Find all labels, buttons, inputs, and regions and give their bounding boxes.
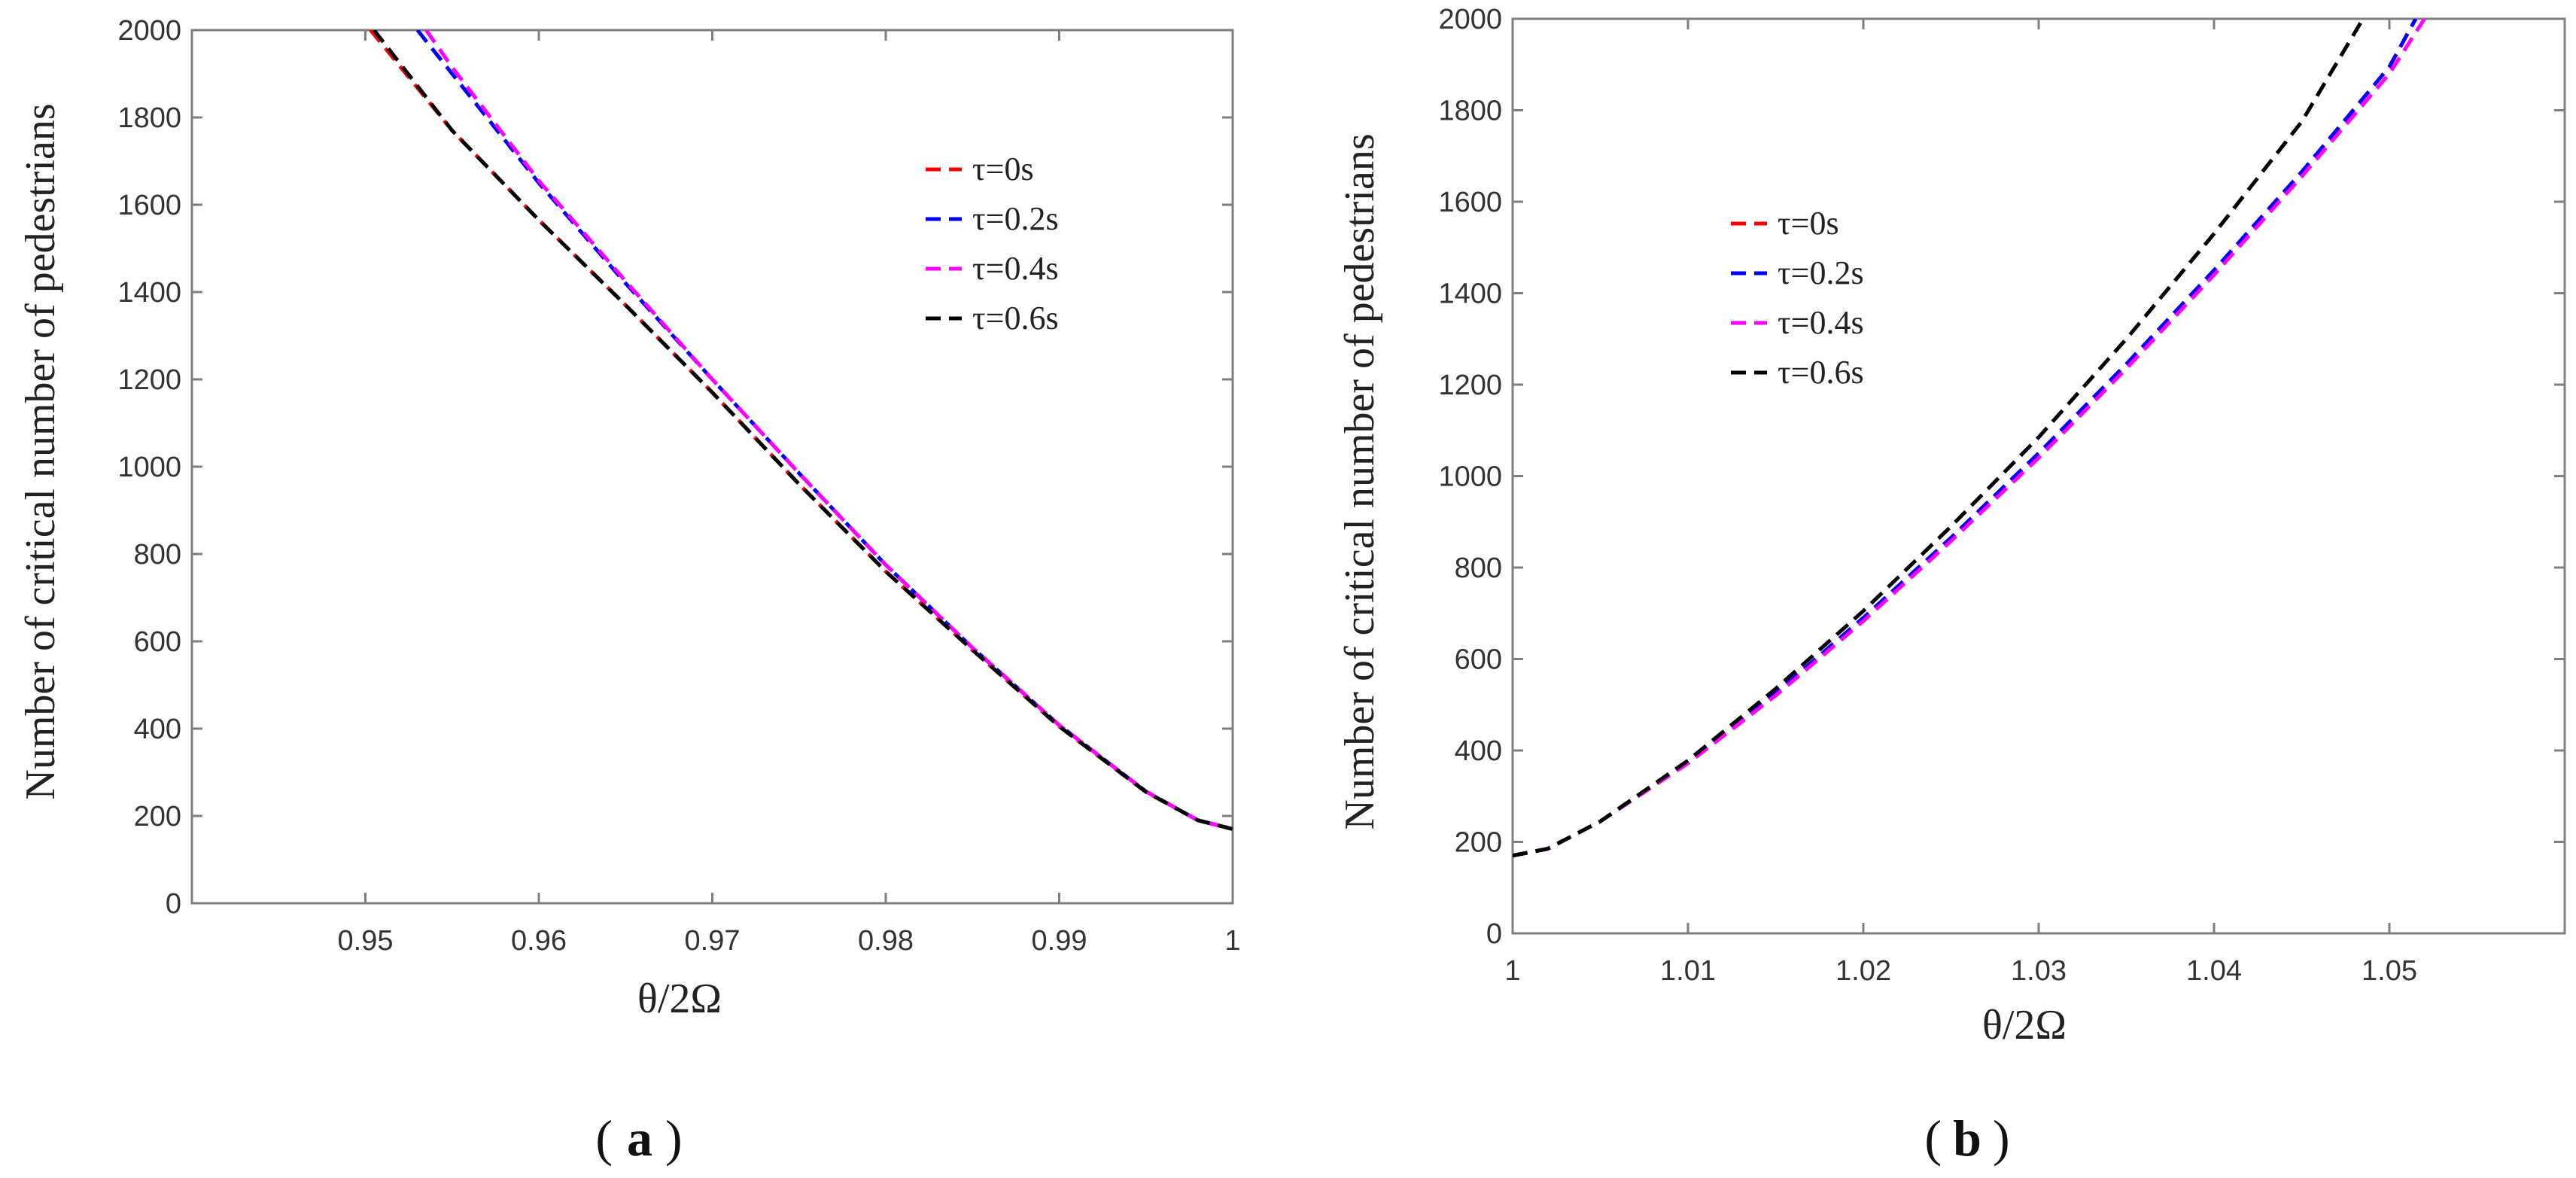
y-tick-label: 1000 — [1438, 461, 1502, 493]
y-tick-label: 2000 — [117, 15, 181, 47]
y-tick-label: 2000 — [1438, 4, 1502, 35]
y-tick-label: 1800 — [117, 102, 181, 134]
x-tick-label: 1 — [1504, 955, 1520, 987]
y-tick-label: 0 — [166, 888, 181, 920]
caption-close-paren: ) — [665, 1110, 683, 1167]
series-line — [1513, 19, 2418, 858]
plot-area-frame — [190, 29, 1234, 905]
x-tick-label: 0.96 — [511, 925, 567, 957]
series-line — [415, 30, 1233, 831]
y-tick-label: 1800 — [1438, 96, 1502, 127]
y-tick-label: 1200 — [1438, 370, 1502, 401]
series-line — [369, 30, 1233, 831]
y-tick-label: 1400 — [117, 277, 181, 309]
series-line — [373, 30, 1233, 831]
caption-close-paren: ) — [1993, 1110, 2010, 1167]
legend-entry: τ=0.6s — [1778, 354, 1864, 391]
x-tick-label: 0.97 — [685, 925, 741, 957]
y-tick-label: 200 — [134, 801, 181, 833]
x-tick-label: 1.04 — [2186, 955, 2242, 987]
series-line — [424, 30, 1233, 831]
y-tick-label: 1600 — [117, 190, 181, 221]
legend-entry: τ=0s — [1778, 205, 1839, 242]
chart-panel-a: Number of critical number of pedestrians… — [17, 15, 1241, 1022]
x-tick-label: 0.99 — [1032, 925, 1087, 957]
y-axis-title: Number of critical number of pedestrians — [17, 103, 64, 799]
y-tick-label: 400 — [134, 714, 181, 745]
series-line — [1513, 19, 2426, 858]
legend-entry: τ=0.4s — [1778, 304, 1864, 341]
x-tick-label: 0.95 — [338, 925, 394, 957]
legend-entry: τ=0.4s — [972, 250, 1059, 287]
legend-entry: τ=0s — [972, 151, 1034, 187]
panel-caption-b: ( b ) — [1924, 1110, 2009, 1167]
chart-panel-b: Number of critical number of pedestrians… — [1337, 4, 2566, 1049]
y-tick-label: 1400 — [1438, 279, 1502, 310]
y-tick-label: 600 — [1455, 644, 1502, 676]
y-tick-label: 600 — [134, 626, 181, 658]
y-tick-label: 0 — [1486, 918, 1502, 950]
y-tick-label: 200 — [1455, 827, 1502, 859]
x-tick-label: 1.05 — [2362, 955, 2417, 987]
x-tick-label: 1.03 — [2011, 955, 2067, 987]
caption-label: b — [1953, 1110, 1981, 1167]
x-tick-label: 1 — [1224, 925, 1240, 957]
caption-label: a — [627, 1110, 652, 1167]
caption-open-paren: ( — [595, 1110, 613, 1167]
x-tick-label: 0.98 — [858, 925, 914, 957]
y-tick-label: 1000 — [117, 452, 181, 483]
x-axis-title: θ/2Ω — [637, 976, 722, 1022]
legend-entry: τ=0.2s — [972, 200, 1059, 237]
y-axis-title: Number of critical number of pedestrians — [1337, 133, 1383, 829]
series-line — [1513, 19, 2418, 858]
caption-open-paren: ( — [1924, 1110, 1942, 1167]
series-line — [1513, 19, 2365, 858]
x-axis-title: θ/2Ω — [1982, 1002, 2067, 1049]
y-tick-label: 1200 — [117, 364, 181, 396]
panel-caption-a: ( a ) — [595, 1110, 682, 1167]
legend-entry: τ=0.2s — [1778, 254, 1864, 291]
y-tick-label: 1600 — [1438, 187, 1502, 218]
y-tick-label: 800 — [1455, 552, 1502, 584]
y-tick-label: 800 — [134, 539, 181, 571]
plot-area-frame — [1511, 17, 2566, 935]
legend-entry: τ=0.6s — [972, 300, 1059, 336]
x-tick-label: 1.01 — [1660, 955, 1716, 987]
y-tick-label: 400 — [1455, 735, 1502, 767]
x-tick-label: 1.02 — [1835, 955, 1891, 987]
